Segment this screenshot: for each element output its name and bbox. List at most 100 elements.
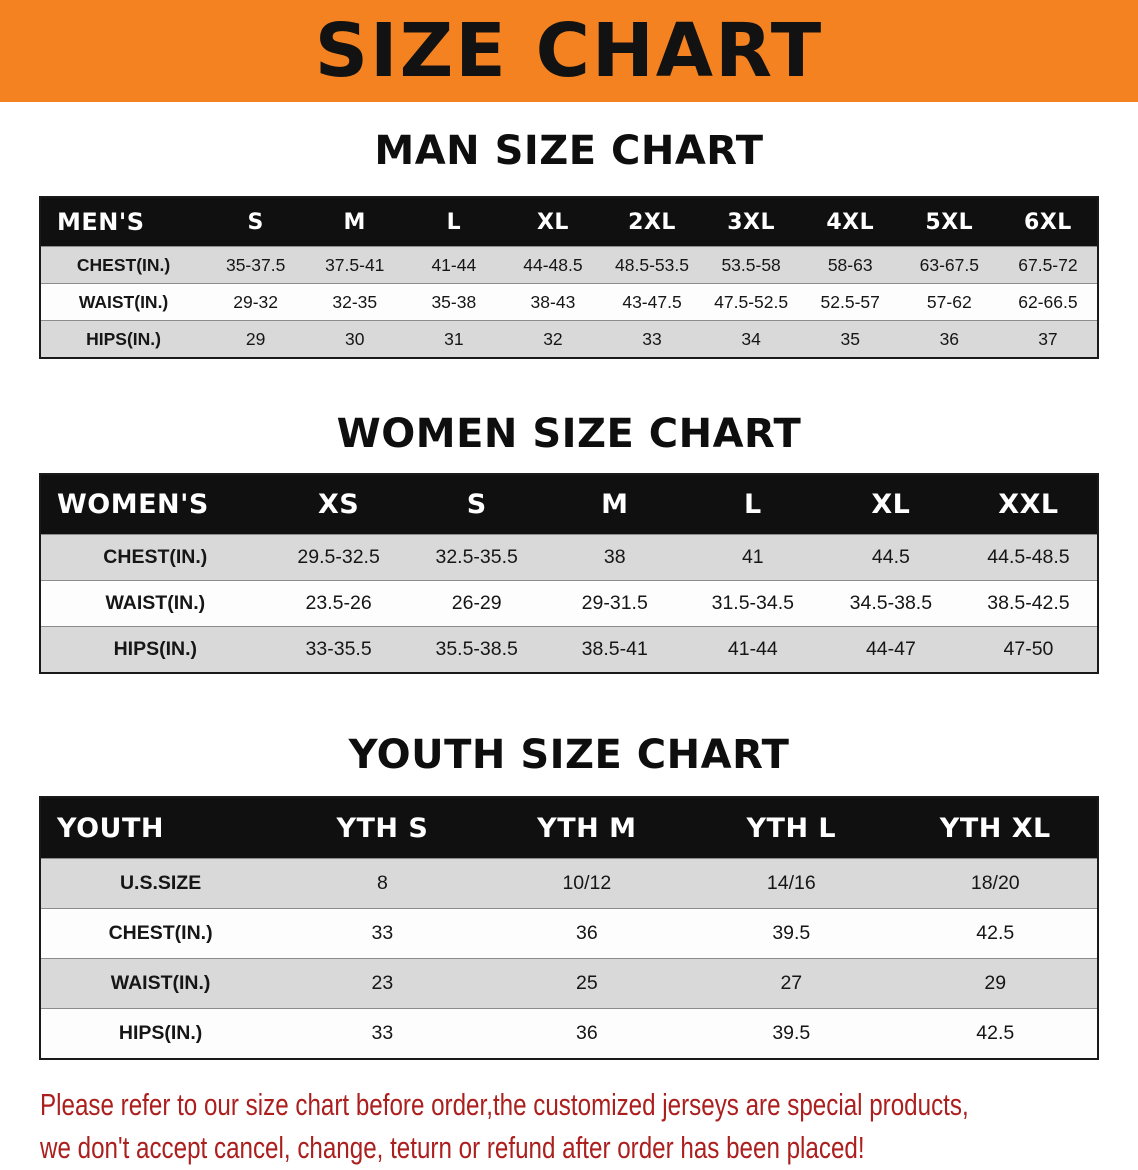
size-value: 39.5 xyxy=(772,1022,811,1044)
size-value: 67.5-72 xyxy=(1018,254,1078,275)
measurement-row: CHEST(IN.) 35-37.5 37.5-41 41-44 44-48.5 48.5… xyxy=(40,246,1098,284)
size-value: 31 xyxy=(444,328,464,349)
size-value: 26-29 xyxy=(451,592,502,614)
size-value: 62-66.5 xyxy=(1018,291,1078,312)
page-title: SIZE CHART xyxy=(314,8,824,94)
row-label: U.S.SIZE xyxy=(119,872,202,894)
size-value: 31.5-34.5 xyxy=(711,592,795,614)
size-value: 41-44 xyxy=(727,638,778,660)
size-value: 57-62 xyxy=(926,291,972,312)
size-value: 32-35 xyxy=(332,291,378,312)
row-label: CHEST(IN.) xyxy=(76,254,171,275)
youth-size-table: YOUTH YTH S YTH M YTH L YTH XL U.S.SIZE 8 10/12… xyxy=(39,796,1099,1060)
size-value: 25 xyxy=(576,972,598,994)
size-column-header: M xyxy=(545,474,684,535)
size-column-header: 6XL xyxy=(998,197,1098,247)
row-label: HIPS(IN.) xyxy=(118,1022,203,1044)
row-label: CHEST(IN.) xyxy=(103,546,208,568)
size-column-header: S xyxy=(206,197,306,247)
size-value: 34.5-38.5 xyxy=(849,592,933,614)
measurement-row: WAIST(IN.) 29-32 32-35 35-38 38-43 43-47.5 47.… xyxy=(40,283,1098,321)
corner-label: YOUTH xyxy=(40,797,281,859)
youth-size-chart-section: YOUTH SIZE CHART YOUTH YTH S YTH M YTH L YTH… xyxy=(0,732,1138,1060)
size-value: 42.5 xyxy=(976,1022,1015,1044)
size-value: 38.5-41 xyxy=(581,638,648,660)
men-size-table: MEN'S S M L XL 2XL 3XL 4XL 5XL 6XL CHEST(IN.) 35-37… xyxy=(39,196,1099,359)
row-label: HIPS(IN.) xyxy=(113,638,197,660)
youth-size-chart-heading: YOUTH SIZE CHART xyxy=(348,732,790,778)
size-column-header: XS xyxy=(269,474,408,535)
size-column-header: YTH L xyxy=(689,797,894,859)
women-size-table: WOMEN'S XS S M L XL XXL CHEST(IN.) 29.5-32.5 32.5… xyxy=(39,473,1099,674)
size-value: 44-48.5 xyxy=(523,254,583,275)
man-size-chart-heading: MAN SIZE CHART xyxy=(374,128,764,174)
size-value: 58-63 xyxy=(827,254,873,275)
size-value: 30 xyxy=(345,328,365,349)
size-value: 23 xyxy=(371,972,394,994)
header-row: WOMEN'S XS S M L XL XXL xyxy=(40,474,1098,535)
size-value: 29-32 xyxy=(233,291,279,312)
size-value: 29 xyxy=(984,972,1007,994)
row-label: HIPS(IN.) xyxy=(86,328,161,349)
measurement-row: WAIST(IN.) 23.5-26 26-29 29-31.5 31.5-34.5 34… xyxy=(40,580,1098,627)
size-value: 63-67.5 xyxy=(919,254,979,275)
size-column-header: L xyxy=(404,197,504,247)
size-value: 37.5-41 xyxy=(325,254,385,275)
size-value: 36 xyxy=(576,922,598,944)
disclaimer-section: Please refer to our size chart before or… xyxy=(0,1084,1138,1170)
size-value: 41 xyxy=(741,546,764,568)
row-label: WAIST(IN.) xyxy=(110,972,211,994)
size-value: 32.5-35.5 xyxy=(435,546,518,568)
header-row: MEN'S S M L XL 2XL 3XL 4XL 5XL 6XL xyxy=(40,197,1098,247)
measurement-row: HIPS(IN.) 33-35.5 35.5-38.5 38.5-41 41-44 44-… xyxy=(40,626,1098,673)
size-value: 52.5-57 xyxy=(820,291,880,312)
man-size-chart-section: MAN SIZE CHART MEN'S S M L XL 2XL 3XL 4XL 5XL 6XL… xyxy=(0,128,1138,359)
corner-label: MEN'S xyxy=(40,197,207,247)
disclaimer-line-2: we don't accept cancel, change, teturn o… xyxy=(40,1129,865,1165)
size-value: 38 xyxy=(603,546,626,568)
size-value: 36 xyxy=(576,1022,598,1044)
size-value: 48.5-53.5 xyxy=(615,254,689,275)
size-value: 33 xyxy=(371,922,394,944)
size-value: 42.5 xyxy=(976,922,1015,944)
disclaimer-line-1: Please refer to our size chart before or… xyxy=(40,1087,969,1122)
size-value: 35-38 xyxy=(431,291,477,312)
size-column-header: 4XL xyxy=(800,197,900,247)
size-column-header: 2XL xyxy=(602,197,702,247)
size-column-header: M xyxy=(305,197,405,247)
size-value: 29.5-32.5 xyxy=(297,546,380,568)
size-value: 35.5-38.5 xyxy=(435,638,518,660)
size-value: 33 xyxy=(371,1022,394,1044)
measurement-row: CHEST(IN.) 33 36 39.5 42.5 xyxy=(40,908,1098,959)
size-value: 44.5 xyxy=(871,546,910,568)
measurement-row: CHEST(IN.) 29.5-32.5 32.5-35.5 38 41 44.5 44.5… xyxy=(40,534,1098,581)
size-value: 8 xyxy=(376,872,388,894)
size-value: 47-50 xyxy=(1003,638,1054,660)
size-value: 33 xyxy=(642,328,662,349)
size-column-header: 3XL xyxy=(701,197,801,247)
size-value: 27 xyxy=(780,972,803,994)
size-value: 29 xyxy=(245,328,266,349)
measurement-row: WAIST(IN.) 23 25 27 29 xyxy=(40,958,1098,1009)
size-value: 23.5-26 xyxy=(305,592,372,614)
size-value: 35 xyxy=(840,328,860,349)
size-value: 18/20 xyxy=(970,872,1020,894)
size-column-header: L xyxy=(683,474,822,535)
size-value: 32 xyxy=(543,328,563,349)
size-value: 44.5-48.5 xyxy=(987,546,1070,568)
size-value: 44-47 xyxy=(865,638,916,660)
size-value: 14/16 xyxy=(766,872,816,894)
size-value: 47.5-52.5 xyxy=(714,291,789,312)
header-row: YOUTH YTH S YTH M YTH L YTH XL xyxy=(40,797,1098,859)
disclaimer-text: Please refer to our size chart before or… xyxy=(40,1084,969,1170)
size-value: 35-37.5 xyxy=(225,254,286,275)
size-value: 43-47.5 xyxy=(622,291,682,312)
size-column-header: 5XL xyxy=(899,197,999,247)
size-value: 10/12 xyxy=(562,872,612,894)
row-label: WAIST(IN.) xyxy=(105,592,206,614)
size-value: 41-44 xyxy=(431,254,477,275)
measurement-row: HIPS(IN.) 33 36 39.5 42.5 xyxy=(40,1008,1098,1059)
measurement-row: U.S.SIZE 8 10/12 14/16 18/20 xyxy=(40,858,1098,909)
size-value: 53.5-58 xyxy=(721,254,781,275)
